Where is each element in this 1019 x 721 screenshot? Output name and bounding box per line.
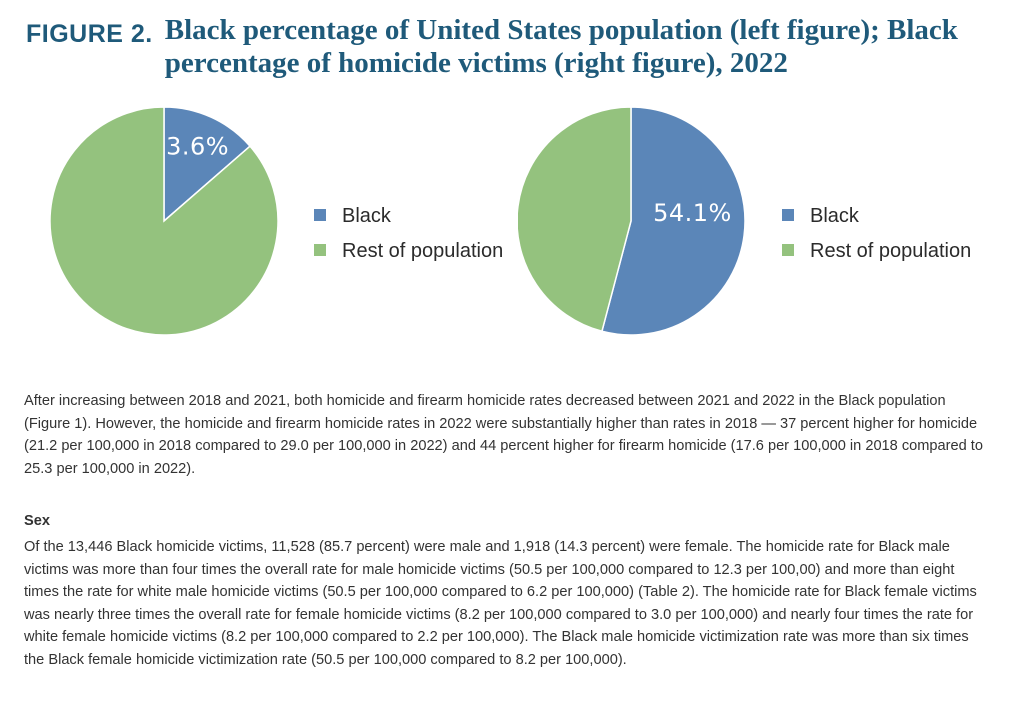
- section-heading-sex: Sex: [24, 513, 50, 529]
- pie-slice-rest-of-population: [518, 106, 632, 333]
- legend-swatch: [782, 244, 794, 256]
- legend-swatch: [314, 209, 326, 221]
- pie-chart-population: 13.6% Black Rest of population: [48, 105, 528, 345]
- figure-title: FIGURE 2. Black percentage of United Sta…: [26, 14, 1001, 80]
- slice-data-label: 54.1%: [653, 199, 732, 227]
- legend-label: Black: [342, 205, 392, 227]
- legend-swatch: [782, 209, 794, 221]
- pie-chart-homicide-victims: 54.1% Black Rest of population: [518, 105, 998, 345]
- pie-chart-homicide-victims-svg: 54.1% Black Rest of population: [518, 106, 971, 336]
- pie-slice-black: [163, 106, 252, 223]
- figure-title-text: Black percentage of United States popula…: [164, 14, 958, 79]
- legend-label: Rest of population: [342, 240, 503, 262]
- legend-swatch: [314, 244, 326, 256]
- paragraph-sex: Of the 13,446 Black homicide victims, 11…: [24, 539, 977, 668]
- paragraph-trend: After increasing between 2018 and 2021, …: [24, 393, 983, 477]
- legend-label: Black: [810, 205, 860, 227]
- pie-slice-black: [601, 106, 746, 336]
- figure-label: FIGURE 2.: [26, 20, 153, 48]
- pie-slice-rest-of-population: [49, 106, 279, 336]
- legend-label: Rest of population: [810, 240, 971, 262]
